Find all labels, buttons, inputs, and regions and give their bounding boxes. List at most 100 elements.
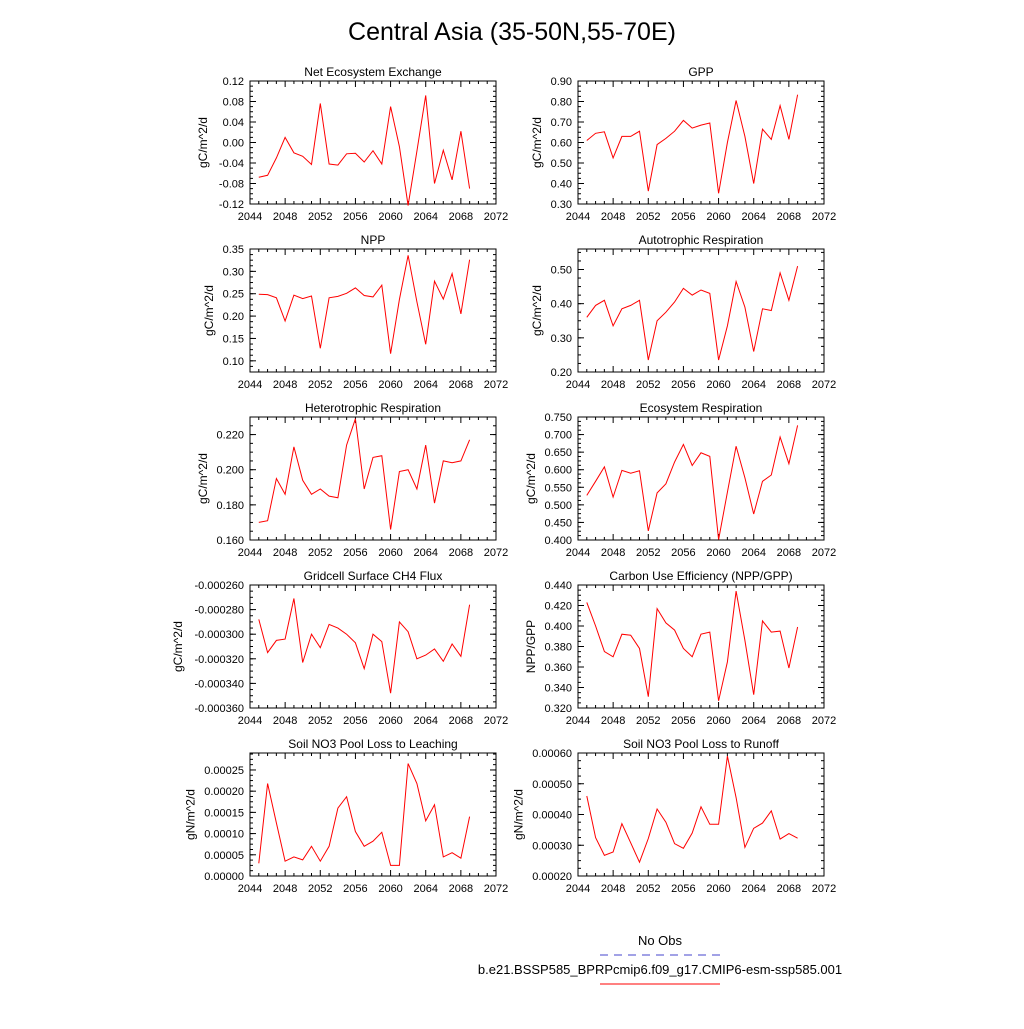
y-tick-label: 0.40 xyxy=(551,299,572,311)
plot-frame xyxy=(249,416,497,541)
x-tick-label: 2060 xyxy=(378,547,402,559)
y-axis-label: gC/m^2/d xyxy=(196,117,210,168)
x-tick-label: 2044 xyxy=(566,379,590,391)
series-line xyxy=(586,425,799,540)
x-tick-label: 2060 xyxy=(378,211,402,223)
x-tick-label: 2064 xyxy=(413,715,437,727)
y-tick-label: 0.180 xyxy=(216,500,244,512)
x-tick-label: 2048 xyxy=(601,883,625,895)
x-tick-label: 2048 xyxy=(273,379,297,391)
y-tick-label: -0.000340 xyxy=(194,678,244,690)
y-tick-label: 0.04 xyxy=(223,117,244,129)
y-axis-label: gC/m^2/d xyxy=(196,453,210,504)
y-tick-label: 0.30 xyxy=(223,266,244,278)
x-tick-label: 2064 xyxy=(413,883,437,895)
y-tick-label: 0.08 xyxy=(223,97,244,109)
plot-frame xyxy=(249,248,497,373)
x-tick-label: 2072 xyxy=(484,379,508,391)
x-tick-label: 2068 xyxy=(777,379,801,391)
y-tick-label: 0.80 xyxy=(551,97,572,109)
panel-title: Heterotrophic Respiration xyxy=(305,401,441,415)
x-tick-label: 2044 xyxy=(566,883,590,895)
y-tick-label: 0.00025 xyxy=(204,765,244,777)
series-line xyxy=(258,763,471,866)
y-tick-label: 0.450 xyxy=(544,517,572,529)
x-tick-label: 2044 xyxy=(238,883,262,895)
x-tick-label: 2048 xyxy=(273,715,297,727)
x-tick-label: 2064 xyxy=(741,715,765,727)
y-tick-label: 0.50 xyxy=(551,265,572,277)
y-tick-label: 0.00020 xyxy=(204,786,244,798)
plot-frame xyxy=(577,248,825,373)
x-tick-label: 2068 xyxy=(777,547,801,559)
series-line xyxy=(258,255,471,354)
series-line xyxy=(258,418,471,530)
x-tick-label: 2044 xyxy=(238,211,262,223)
y-tick-label: 0.00 xyxy=(223,138,244,150)
y-axis-label: gC/m^2/d xyxy=(524,453,538,504)
x-tick-label: 2056 xyxy=(343,883,367,895)
x-tick-label: 2068 xyxy=(449,211,473,223)
y-tick-label: 0.12 xyxy=(223,76,244,88)
series-line xyxy=(586,755,798,864)
y-tick-label: 0.00040 xyxy=(532,810,572,822)
x-tick-label: 2064 xyxy=(413,547,437,559)
y-tick-label: 0.360 xyxy=(544,662,572,674)
plot-frame xyxy=(577,416,825,541)
y-tick-label: 0.90 xyxy=(551,76,572,88)
y-axis-label: gN/m^2/d xyxy=(184,789,198,840)
x-tick-label: 2056 xyxy=(343,547,367,559)
plot-frame xyxy=(577,752,825,877)
chart-panel-4: Autotrophic Respiration 2044 2048 2052 2056 2… xyxy=(530,233,836,391)
x-tick-label: 2052 xyxy=(308,211,332,223)
y-tick-label: -0.000300 xyxy=(194,629,244,641)
series-line xyxy=(258,95,471,206)
x-tick-label: 2044 xyxy=(238,547,262,559)
y-tick-label: 0.00050 xyxy=(532,779,572,791)
x-tick-label: 2056 xyxy=(343,379,367,391)
x-tick-label: 2060 xyxy=(378,379,402,391)
chart-panel-1: Net Ecosystem Exchange 2044 2048 2052 2056 20… xyxy=(196,65,508,223)
x-tick-label: 2060 xyxy=(706,547,730,559)
x-tick-label: 2052 xyxy=(636,211,660,223)
panel-title: GPP xyxy=(688,65,713,79)
x-tick-label: 2044 xyxy=(238,379,262,391)
x-tick-label: 2052 xyxy=(308,379,332,391)
panel-title: Autotrophic Respiration xyxy=(639,233,764,247)
legend: No Obs b.e21.BSSP585_BPRPcmip6.f09_g17.C… xyxy=(478,933,842,985)
y-tick-label: 0.10 xyxy=(223,356,244,368)
panel-title: NPP xyxy=(361,233,386,247)
y-tick-label: 0.40 xyxy=(551,179,572,191)
y-tick-label: -0.000360 xyxy=(194,703,244,715)
y-tick-label: 0.00010 xyxy=(204,829,244,841)
x-tick-label: 2048 xyxy=(273,211,297,223)
panel-title: Gridcell Surface CH4 Flux xyxy=(304,569,443,583)
x-tick-label: 2072 xyxy=(812,211,836,223)
x-tick-label: 2072 xyxy=(812,883,836,895)
y-tick-label: 0.700 xyxy=(544,430,572,442)
y-tick-label: 0.420 xyxy=(544,601,572,613)
chart-panel-8: Carbon Use Efficiency (NPP/GPP) 2044 2048 2… xyxy=(524,569,836,727)
x-tick-label: 2064 xyxy=(413,211,437,223)
y-tick-label: 0.400 xyxy=(544,621,572,633)
y-tick-label: 0.200 xyxy=(216,465,244,477)
y-tick-label: 0.25 xyxy=(223,289,244,301)
x-tick-label: 2060 xyxy=(706,379,730,391)
y-tick-label: 0.550 xyxy=(544,482,572,494)
x-tick-label: 2068 xyxy=(449,379,473,391)
y-tick-label: 0.50 xyxy=(551,158,572,170)
chart-panel-10: Soil NO3 Pool Loss to Runoff 2044 2048 2052… xyxy=(512,737,837,895)
x-tick-label: 2044 xyxy=(566,715,590,727)
series-line xyxy=(586,94,799,194)
x-tick-label: 2056 xyxy=(343,211,367,223)
x-tick-label: 2068 xyxy=(777,211,801,223)
x-tick-label: 2064 xyxy=(741,547,765,559)
chart-panel-5: Heterotrophic Respiration 2044 2048 2052 205… xyxy=(196,401,508,559)
x-tick-label: 2056 xyxy=(671,883,695,895)
x-tick-label: 2048 xyxy=(601,547,625,559)
plot-frame xyxy=(577,80,825,205)
x-tick-label: 2056 xyxy=(671,715,695,727)
y-tick-label: 0.220 xyxy=(216,430,244,442)
x-tick-label: 2044 xyxy=(566,547,590,559)
y-axis-label: gC/m^2/d xyxy=(530,285,544,336)
